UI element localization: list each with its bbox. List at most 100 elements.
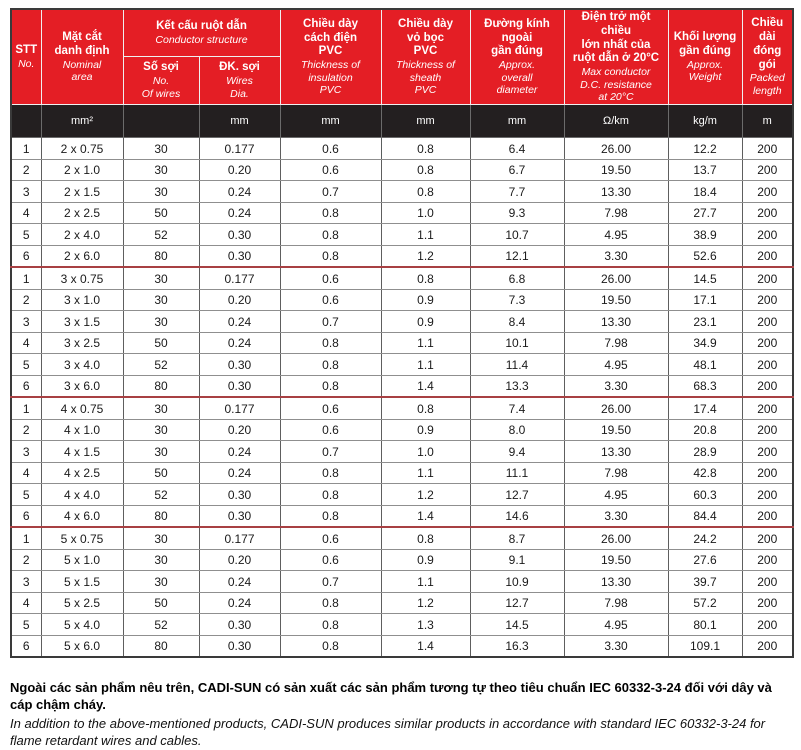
table-cell: 13.7 (667, 158, 743, 182)
table-cell: 14.5 (667, 266, 743, 290)
table-cell: 0.8 (279, 201, 382, 225)
table-cell: 26.00 (563, 266, 669, 290)
table-cell: 17.1 (667, 288, 743, 312)
table-cell: 30 (122, 158, 200, 182)
table-cell: 0.8 (380, 180, 471, 203)
table-cell: 0.20 (198, 548, 281, 572)
table-cell: 0.8 (279, 331, 382, 355)
table-cell: 200 (741, 266, 794, 290)
table-cell: 3.30 (563, 504, 669, 528)
table-cell: 0.30 (198, 223, 281, 246)
table-cell: 200 (741, 396, 794, 420)
table-cell: 3 x 1.0 (40, 288, 124, 312)
table-cell: 0.8 (279, 483, 382, 506)
footnote-english: In addition to the above-mentioned produ… (10, 716, 766, 748)
table-cell: 18.4 (667, 180, 743, 203)
table-cell: 3 x 2.5 (40, 331, 124, 355)
table-cell: 0.30 (198, 504, 281, 528)
cable-spec-table: STT No. Mặt cắt danh định Nominal area K… (10, 8, 794, 659)
col-header-overall-diameter: Đường kính ngoài gần đúng Approx. overal… (469, 8, 565, 106)
table-cell: 9.4 (469, 440, 565, 463)
table-cell: 1 (10, 266, 42, 290)
table-cell: 7.7 (469, 180, 565, 203)
col-header-wires-dia-vi: ĐK. sợi (219, 61, 260, 74)
table-cell: 19.50 (563, 418, 669, 442)
table-cell: 4.95 (563, 223, 669, 246)
table-cell: 11.4 (469, 353, 565, 376)
table-cell: 200 (741, 223, 794, 246)
table-cell: 0.20 (198, 418, 281, 442)
table-cell: 30 (122, 418, 200, 442)
table-cell: 5 x 1.5 (40, 570, 124, 593)
table-cell: 1 (10, 526, 42, 550)
table-cell: 30 (122, 526, 200, 550)
table-cell: 4 (10, 201, 42, 225)
table-cell: 20.8 (667, 418, 743, 442)
table-cell: 12.7 (469, 483, 565, 506)
table-cell: 24.2 (667, 526, 743, 550)
table-cell: 200 (741, 483, 794, 506)
table-cell: 52 (122, 353, 200, 376)
table-cell: 30 (122, 570, 200, 593)
table-cell: 3.30 (563, 374, 669, 398)
table-cell: 14.5 (469, 613, 565, 636)
table-cell: 26.00 (563, 526, 669, 550)
table-cell: 200 (741, 201, 794, 225)
col-header-nominal-area-vi: Mặt cắt danh định (54, 30, 110, 57)
table-cell: 5 x 0.75 (40, 526, 124, 550)
table-cell: 52 (122, 483, 200, 506)
table-cell: 4 x 1.0 (40, 418, 124, 442)
table-cell: 3 x 1.5 (40, 310, 124, 333)
table-cell: 10.9 (469, 570, 565, 593)
table-cell: 12.7 (469, 591, 565, 615)
table-cell: 200 (741, 613, 794, 636)
table-cell: 0.8 (380, 158, 471, 182)
table-cell: 50 (122, 331, 200, 355)
table-cell: 0.8 (279, 374, 382, 398)
table-cell: 0.8 (380, 526, 471, 550)
table-cell: 30 (122, 180, 200, 203)
table-cell: 1.2 (380, 483, 471, 506)
table-cell: 3.30 (563, 244, 669, 268)
col-header-overall-diameter-vi: Đường kính ngoài gần đúng (484, 17, 550, 58)
table-cell: 0.177 (198, 396, 281, 420)
table-cell: 200 (741, 570, 794, 593)
table-cell: 6 (10, 634, 42, 658)
table-cell: 0.8 (279, 613, 382, 636)
col-header-nominal-area-en: Nominal area (62, 58, 102, 83)
table-cell: 27.6 (667, 548, 743, 572)
table-cell: 4.95 (563, 613, 669, 636)
col-header-sheath-thickness-en: Thickness of sheath PVC (396, 59, 455, 97)
unit-cell-resistance: Ω/km (563, 104, 669, 139)
table-cell: 52 (122, 223, 200, 246)
table-cell: 0.24 (198, 310, 281, 333)
col-header-no-of-wires-en: No. Of wires (141, 75, 181, 100)
table-cell: 30 (122, 396, 200, 420)
table-cell: 57.2 (667, 591, 743, 615)
table-cell: 3 (10, 180, 42, 203)
table-cell: 12.1 (469, 244, 565, 268)
col-header-dc-resistance-en: Max conductor D.C. resistance at 20°C (580, 66, 652, 103)
unit-cell-no-of-wires (122, 104, 200, 139)
table-cell: 200 (741, 504, 794, 528)
table-cell: 200 (741, 288, 794, 312)
table-cell: 1.0 (380, 440, 471, 463)
table-cell: 0.8 (380, 266, 471, 290)
table-cell: 0.30 (198, 244, 281, 268)
table-cell: 0.8 (279, 223, 382, 246)
table-cell: 2 x 1.5 (40, 180, 124, 203)
table-cell: 13.30 (563, 180, 669, 203)
table-cell: 0.9 (380, 418, 471, 442)
table-cell: 6.7 (469, 158, 565, 182)
col-header-packed-length: Chiều dài đóng gói Packed length (741, 8, 794, 106)
table-cell: 2 x 6.0 (40, 244, 124, 268)
table-cell: 5 (10, 223, 42, 246)
col-header-wires-dia-en: Wires Dia. (226, 75, 253, 100)
